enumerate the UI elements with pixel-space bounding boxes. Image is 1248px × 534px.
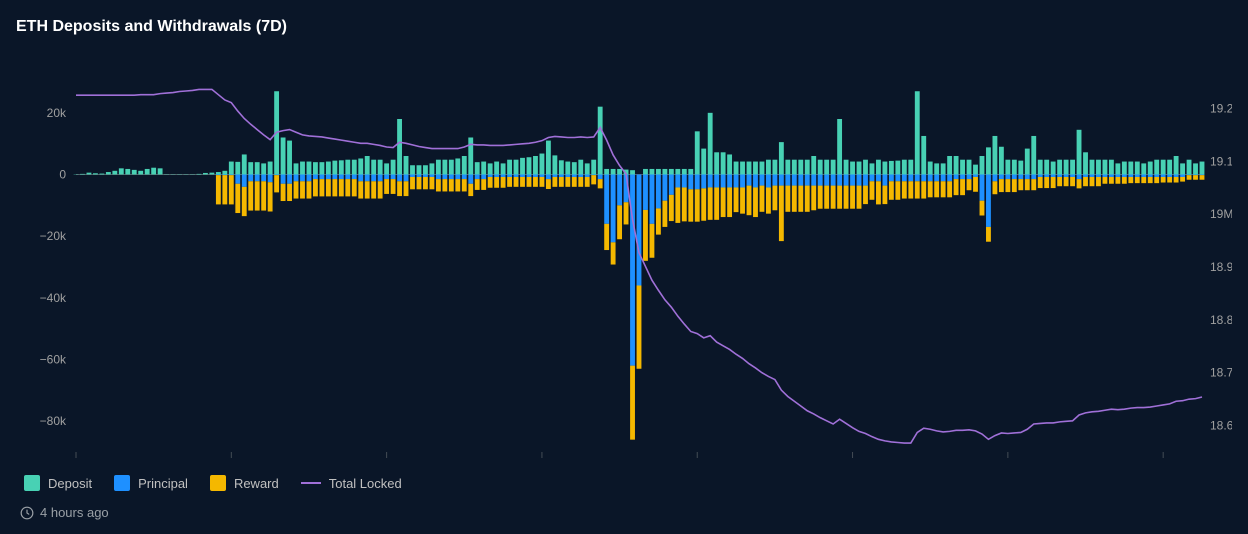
svg-text:Apr 18: Apr 18 [990, 461, 1026, 462]
legend-principal[interactable]: Principal [114, 475, 188, 491]
svg-text:−60k: −60k [40, 353, 67, 367]
legend-total-locked-label: Total Locked [329, 476, 402, 491]
legend: Deposit Principal Reward Total Locked [24, 475, 1232, 491]
swatch-deposit [24, 475, 40, 491]
svg-text:Apr 14: Apr 14 [369, 461, 405, 462]
svg-text:18.8M: 18.8M [1210, 313, 1232, 327]
svg-text:18.9M: 18.9M [1210, 260, 1232, 274]
svg-text:Apr 12: Apr 12 [58, 461, 94, 462]
svg-text:0: 0 [59, 168, 66, 182]
svg-text:Apr 17: Apr 17 [835, 461, 871, 462]
legend-deposit[interactable]: Deposit [24, 475, 92, 491]
svg-text:−80k: −80k [40, 414, 67, 428]
svg-text:19.2M: 19.2M [1210, 101, 1232, 115]
chart-title: ETH Deposits and Withdrawals (7D) [16, 18, 1232, 36]
svg-text:Apr 16: Apr 16 [680, 461, 716, 462]
svg-text:19M: 19M [1210, 207, 1232, 221]
svg-text:−40k: −40k [40, 291, 67, 305]
svg-text:−20k: −20k [40, 229, 67, 243]
clock-icon [20, 506, 34, 520]
timestamp-label: 4 hours ago [40, 505, 109, 520]
swatch-total-locked [301, 482, 321, 484]
chart-area: 20k 0 −20k −40k −60k −80k 19.2M 19.1M 19M 18.9M 18… [16, 42, 1232, 465]
svg-text:20k: 20k [47, 106, 67, 120]
svg-text:18.7M: 18.7M [1210, 366, 1232, 380]
timestamp: 4 hours ago [20, 505, 1232, 520]
swatch-reward [210, 475, 226, 491]
legend-total-locked[interactable]: Total Locked [301, 476, 402, 491]
svg-text:Apr 13: Apr 13 [214, 461, 250, 462]
svg-text:18.6M: 18.6M [1210, 419, 1232, 433]
legend-reward-label: Reward [234, 476, 279, 491]
legend-deposit-label: Deposit [48, 476, 92, 491]
svg-text:19.1M: 19.1M [1210, 154, 1232, 168]
swatch-principal [114, 475, 130, 491]
svg-text:Apr 15: Apr 15 [524, 461, 560, 462]
chart-svg: 20k 0 −20k −40k −60k −80k 19.2M 19.1M 19M 18.9M 18… [16, 42, 1232, 462]
legend-principal-label: Principal [138, 476, 188, 491]
svg-text:Apr 19: Apr 19 [1145, 461, 1181, 462]
legend-reward[interactable]: Reward [210, 475, 279, 491]
